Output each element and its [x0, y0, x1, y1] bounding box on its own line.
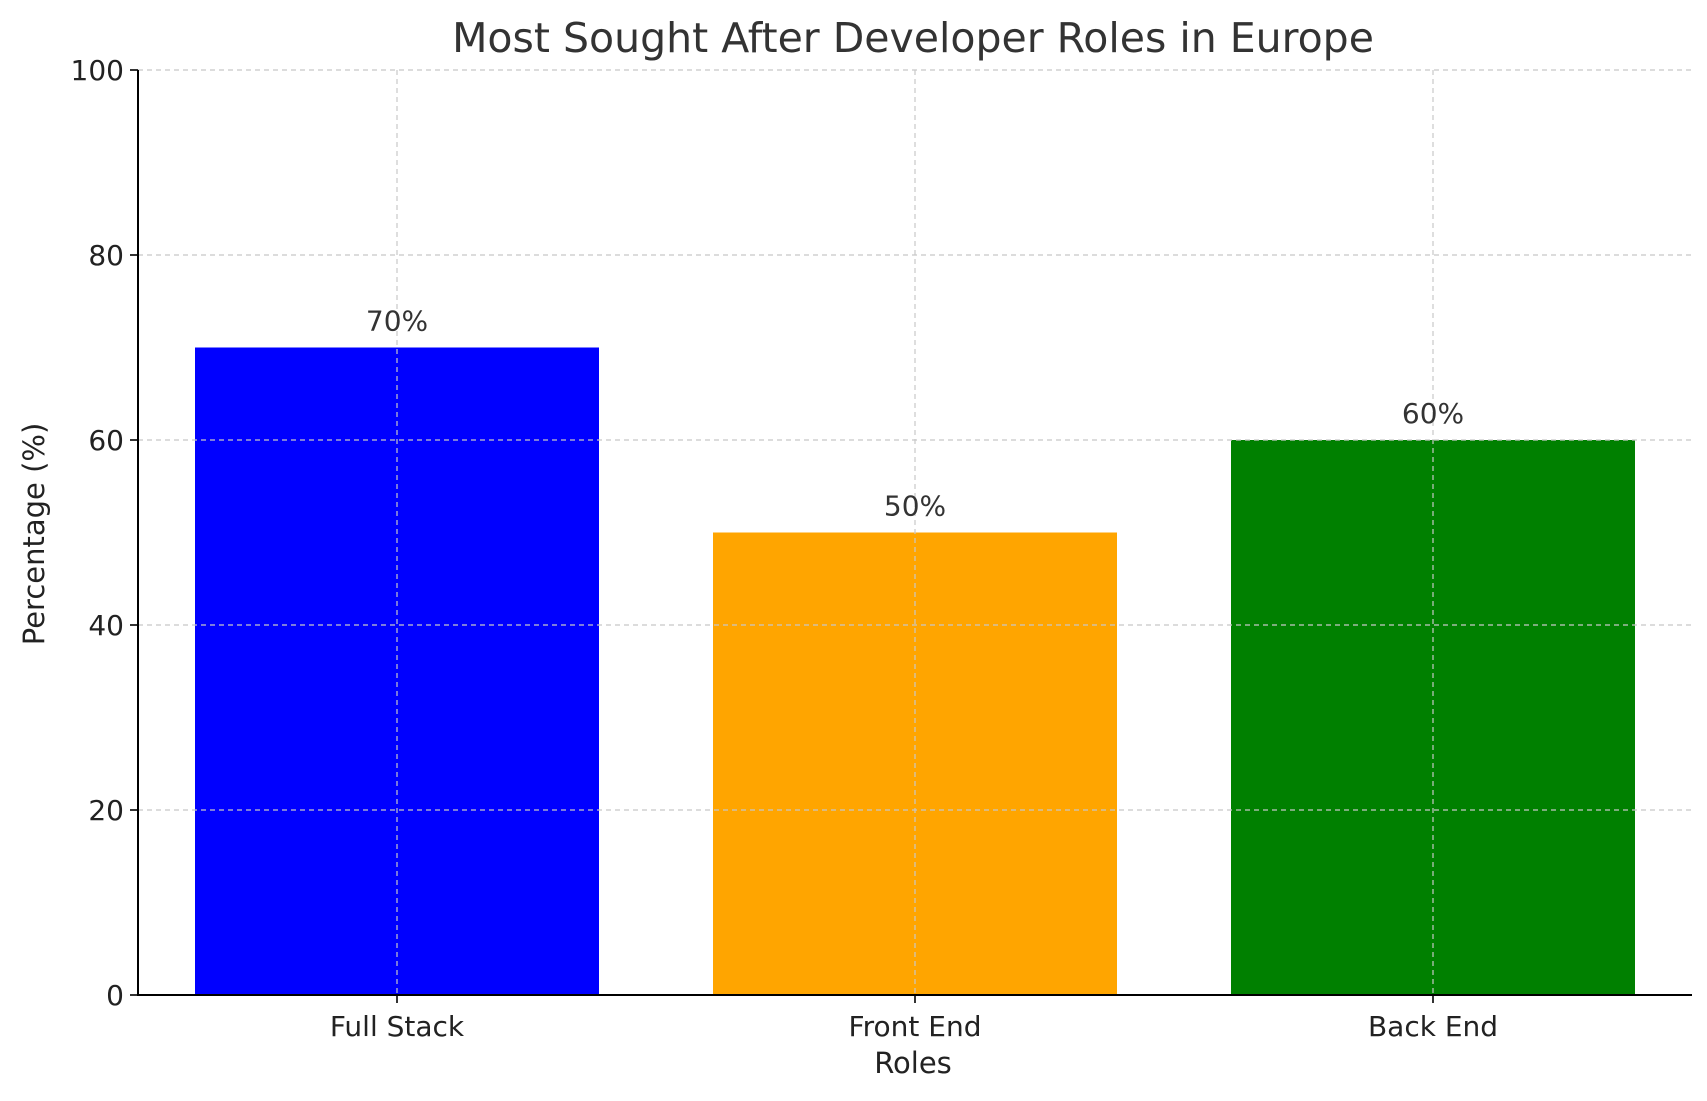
bar-full-stack — [195, 347, 599, 995]
y-tick-label: 100 — [71, 54, 124, 87]
bar-value-label: 70% — [366, 305, 428, 338]
axes-layer — [130, 69, 1692, 1003]
bar-value-label: 60% — [1402, 397, 1464, 430]
bar-value-label: 50% — [884, 490, 946, 523]
y-tick-label: 0 — [106, 979, 124, 1012]
y-tick-label: 20 — [88, 794, 124, 827]
y-axis-label: Percentage (%) — [17, 423, 51, 646]
y-tick-label: 60 — [88, 424, 124, 457]
x-tick-label: Full Stack — [330, 1010, 465, 1043]
x-axis-label: Roles — [874, 1046, 952, 1080]
y-tick-label: 40 — [88, 609, 124, 642]
y-tick-label: 80 — [88, 239, 124, 272]
chart-title: Most Sought After Developer Roles in Eur… — [452, 14, 1374, 62]
labels-layer: 70% 50% 60% 0 20 40 60 80 100 Full Stack Front End… — [71, 54, 1499, 1043]
x-tick-label: Front End — [849, 1010, 982, 1043]
bars-layer — [195, 347, 1635, 995]
x-tick-label: Back End — [1368, 1010, 1498, 1043]
